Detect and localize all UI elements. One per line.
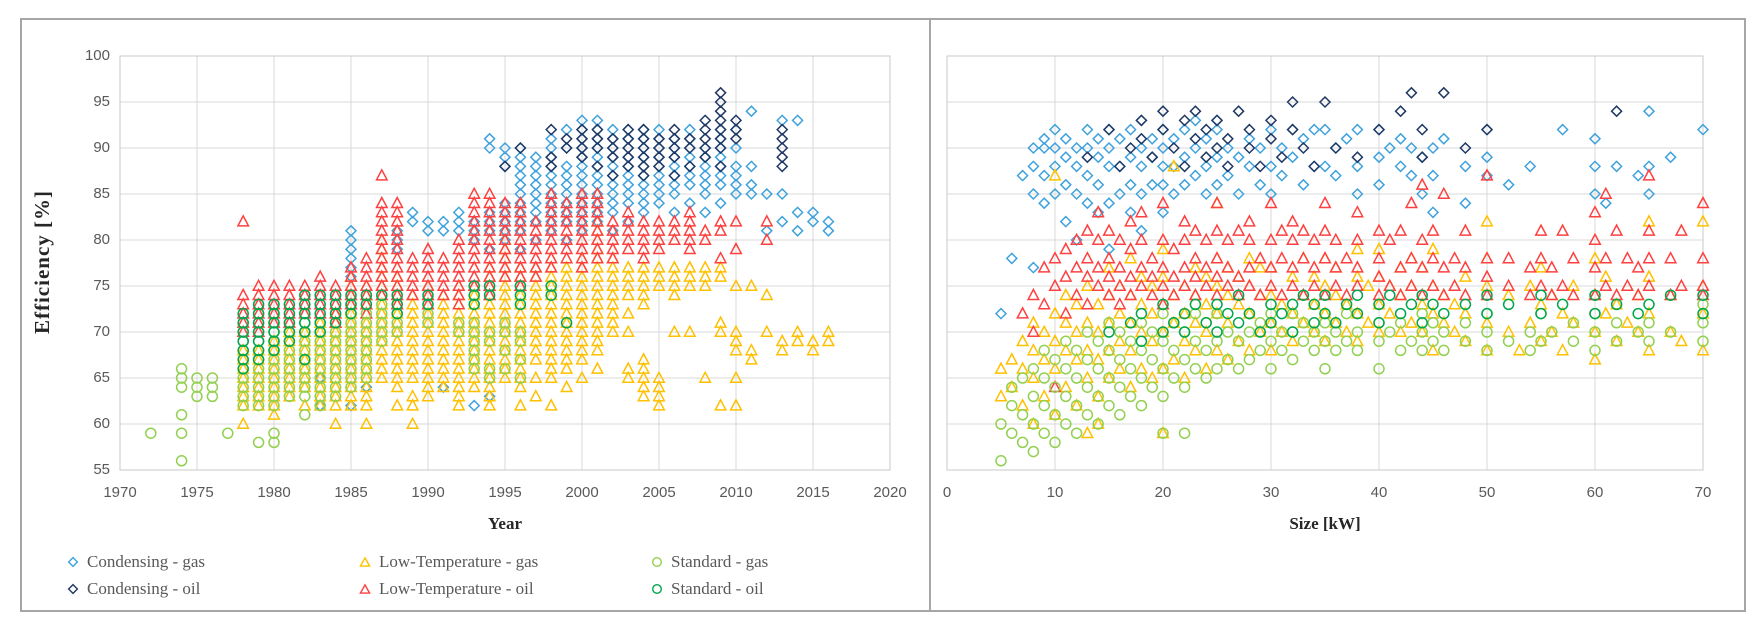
right-x-tick-label: 50 bbox=[1478, 484, 1496, 501]
left-x-tick-label: 2005 bbox=[642, 484, 676, 501]
left-series-low-temperature-gas bbox=[236, 214, 835, 430]
legend-item-low-temperature-gas: Low-Temperature - gas bbox=[358, 551, 538, 573]
legend-item-label: Condensing - gas bbox=[87, 552, 206, 571]
y-tick-label: 55 bbox=[93, 461, 110, 478]
legend-triangle-icon bbox=[359, 583, 371, 594]
legend-item-condensing-gas: Condensing - gas bbox=[66, 551, 205, 573]
legend-item-label: Standard - gas bbox=[671, 552, 769, 571]
right-x-tick-label: 60 bbox=[1586, 484, 1604, 501]
right-x-tick-label: 10 bbox=[1046, 484, 1064, 501]
left-plot-area bbox=[119, 55, 891, 471]
right-series-standard-gas bbox=[995, 298, 1709, 467]
y-tick-label: 80 bbox=[93, 231, 110, 248]
legend-circle-icon bbox=[651, 556, 663, 568]
legend-item-label: Low-Temperature - oil bbox=[379, 579, 534, 598]
panel-divider bbox=[929, 18, 931, 612]
y-tick-label: 95 bbox=[93, 93, 110, 110]
legend-item-standard-oil: Standard - oil bbox=[650, 578, 764, 600]
y-tick-label: 75 bbox=[93, 277, 110, 294]
legend-item-low-temperature-oil: Low-Temperature - oil bbox=[358, 578, 534, 600]
x-axis-title-right: Size [kW] bbox=[1289, 514, 1361, 533]
y-axis-title: Efficiency [%] bbox=[30, 189, 54, 335]
right-x-tick-label: 0 bbox=[942, 484, 952, 501]
legend-item-label: Condensing - oil bbox=[87, 579, 201, 598]
left-x-tick-label: 2010 bbox=[719, 484, 753, 501]
left-x-tick-label: 1975 bbox=[180, 484, 214, 501]
right-series-standard-oil bbox=[1103, 289, 1709, 347]
figure-border bbox=[20, 18, 1746, 612]
y-tick-label: 60 bbox=[93, 415, 110, 432]
right-x-tick-label: 30 bbox=[1262, 484, 1280, 501]
y-tick-label: 65 bbox=[93, 369, 110, 386]
right-series-condensing-oil bbox=[1081, 86, 1623, 173]
right-x-tick-label: 20 bbox=[1154, 484, 1172, 501]
left-x-tick-label: 2015 bbox=[796, 484, 830, 501]
left-x-tick-label: 1980 bbox=[257, 484, 291, 501]
y-tick-label: 90 bbox=[93, 139, 110, 156]
legend-diamond-icon bbox=[67, 583, 79, 595]
legend-circle-icon bbox=[651, 583, 663, 595]
left-x-tick-label: 1990 bbox=[411, 484, 445, 501]
right-x-tick-label: 70 bbox=[1694, 484, 1712, 501]
legend-item-label: Low-Temperature - gas bbox=[379, 552, 539, 571]
right-series-low-temperature-oil bbox=[1016, 168, 1710, 393]
x-axis-title-left: Year bbox=[488, 514, 522, 533]
legend-item-condensing-oil: Condensing - oil bbox=[66, 578, 200, 600]
right-series-condensing-gas bbox=[994, 105, 1710, 320]
legend-item-standard-gas: Standard - gas bbox=[650, 551, 768, 573]
y-tick-label: 100 bbox=[84, 47, 110, 64]
legend-item-label: Standard - oil bbox=[671, 579, 764, 598]
legend-triangle-icon bbox=[359, 556, 371, 567]
left-x-tick-label: 1970 bbox=[103, 484, 137, 501]
left-x-tick-label: 2000 bbox=[565, 484, 599, 501]
left-series-standard-oil bbox=[237, 280, 573, 375]
y-tick-label: 85 bbox=[93, 185, 110, 202]
left-x-tick-label: 2020 bbox=[873, 484, 907, 501]
left-x-tick-label: 1985 bbox=[334, 484, 368, 501]
legend-diamond-icon bbox=[67, 556, 79, 568]
left-series-condensing-gas bbox=[314, 105, 835, 412]
left-x-tick-label: 1995 bbox=[488, 484, 522, 501]
y-tick-label: 70 bbox=[93, 323, 110, 340]
right-x-tick-label: 40 bbox=[1370, 484, 1388, 501]
left-series-condensing-oil bbox=[498, 86, 789, 182]
